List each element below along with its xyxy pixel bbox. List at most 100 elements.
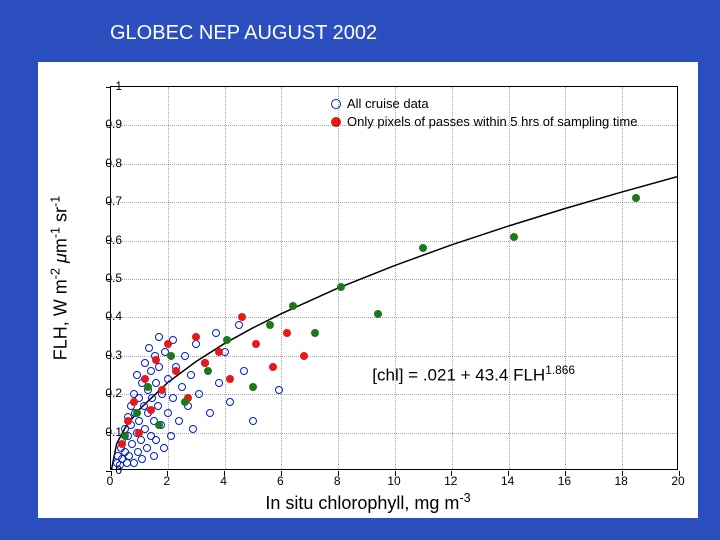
gridline-v <box>225 87 226 469</box>
legend-label: Only pixels of passes within 5 hrs of sa… <box>347 113 637 131</box>
y-axis-label: FLH, W m-2 μm-1 sr-1 <box>49 196 72 361</box>
data-point <box>178 383 186 391</box>
data-point <box>143 444 151 452</box>
data-point <box>148 394 156 402</box>
ytick-label: 0.6 <box>82 233 122 247</box>
data-point <box>632 194 640 202</box>
data-point <box>130 459 138 467</box>
data-point <box>167 432 175 440</box>
gridline-v <box>452 87 453 469</box>
data-point <box>226 398 234 406</box>
xtick-label: 8 <box>334 474 341 488</box>
data-point <box>175 417 183 425</box>
data-point <box>235 321 243 329</box>
data-point <box>164 375 172 383</box>
ytick-label: 1 <box>82 79 122 93</box>
data-point <box>167 352 175 360</box>
data-point <box>181 398 189 406</box>
x-axis-label: In situ chlorophyll, mg m-3 <box>265 491 470 514</box>
data-point <box>187 371 195 379</box>
data-point <box>135 429 143 437</box>
data-point <box>144 383 152 391</box>
page-title: GLOBEC NEP AUGUST 2002 <box>110 22 377 45</box>
data-point <box>133 371 141 379</box>
ytick-label: 0.5 <box>82 271 122 285</box>
data-point <box>226 375 234 383</box>
xtick-label: 16 <box>558 474 571 488</box>
xtick-label: 0 <box>107 474 114 488</box>
ytick-label: 0.2 <box>82 386 122 400</box>
data-point <box>510 233 518 241</box>
gridline-v <box>395 87 396 469</box>
gridline-v <box>622 87 623 469</box>
legend-label: All cruise data <box>347 95 429 113</box>
data-point <box>311 329 319 337</box>
xtick-label: 4 <box>220 474 227 488</box>
data-point <box>147 367 155 375</box>
data-point <box>169 394 177 402</box>
plot-area: All cruise data Only pixels of passes wi… <box>110 86 678 470</box>
data-point <box>128 440 136 448</box>
data-point <box>145 344 153 352</box>
data-point <box>130 398 138 406</box>
data-point <box>147 406 155 414</box>
data-point <box>158 386 166 394</box>
data-point <box>164 409 172 417</box>
data-point <box>172 367 180 375</box>
data-point <box>181 352 189 360</box>
data-point <box>121 432 129 440</box>
data-point <box>135 417 143 425</box>
data-point <box>154 402 162 410</box>
gridline-h <box>111 317 677 318</box>
ytick-label: 0 <box>82 463 122 477</box>
ytick-label: 0.3 <box>82 348 122 362</box>
data-point <box>269 363 277 371</box>
xtick-label: 14 <box>501 474 514 488</box>
data-point <box>160 444 168 452</box>
data-point <box>249 417 257 425</box>
ytick-label: 0.1 <box>82 425 122 439</box>
gridline-h <box>111 241 677 242</box>
gridline-h <box>111 433 677 434</box>
data-point <box>300 352 308 360</box>
data-point <box>204 367 212 375</box>
xtick-label: 10 <box>387 474 400 488</box>
legend-item-all: All cruise data <box>331 95 637 113</box>
data-point <box>240 367 248 375</box>
gridline-v <box>509 87 510 469</box>
data-point <box>266 321 274 329</box>
ytick-label: 0.9 <box>82 117 122 131</box>
data-point <box>150 452 158 460</box>
data-point <box>289 302 297 310</box>
data-point <box>249 383 257 391</box>
data-point <box>152 379 160 387</box>
xtick-label: 12 <box>444 474 457 488</box>
data-point <box>419 244 427 252</box>
data-point <box>223 336 231 344</box>
data-point <box>155 333 163 341</box>
ytick-label: 0.8 <box>82 156 122 170</box>
data-point <box>337 283 345 291</box>
gridline-h <box>111 356 677 357</box>
data-point <box>155 421 163 429</box>
data-point <box>275 386 283 394</box>
data-point <box>283 329 291 337</box>
xtick-label: 18 <box>615 474 628 488</box>
data-point <box>164 340 172 348</box>
data-point <box>124 417 132 425</box>
data-point <box>215 379 223 387</box>
data-point <box>192 333 200 341</box>
gridline-h <box>111 279 677 280</box>
data-point <box>155 363 163 371</box>
gridline-v <box>565 87 566 469</box>
data-point <box>133 409 141 417</box>
chart-panel: All cruise data Only pixels of passes wi… <box>38 62 698 518</box>
ytick-label: 0.7 <box>82 194 122 208</box>
data-point <box>215 348 223 356</box>
gridline-v <box>281 87 282 469</box>
data-point <box>138 455 146 463</box>
gridline-v <box>338 87 339 469</box>
data-point <box>192 340 200 348</box>
data-point <box>195 390 203 398</box>
data-point <box>252 340 260 348</box>
